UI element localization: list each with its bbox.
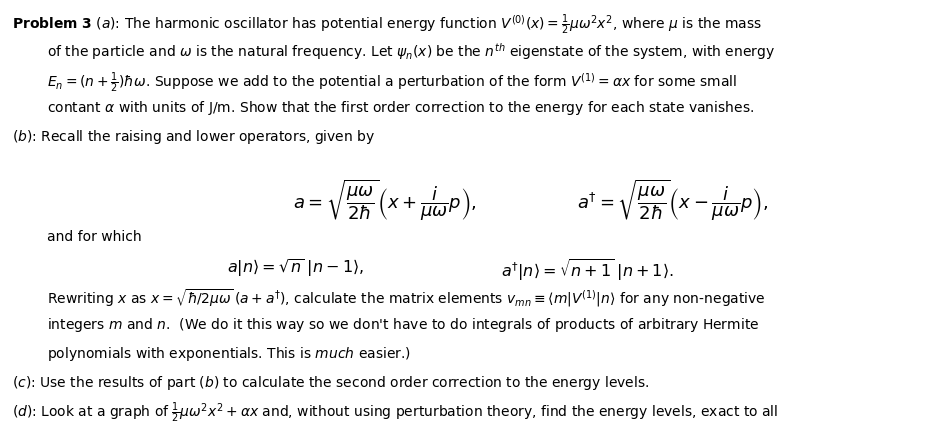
Text: integers $m$ and $n$.  (We do it this way so we don't have to do integrals of pr: integers $m$ and $n$. (We do it this way… (47, 316, 760, 334)
Text: and for which: and for which (47, 230, 142, 244)
Text: of the particle and $\omega$ is the natural frequency. Let $\psi_n(x)$ be the $n: of the particle and $\omega$ is the natu… (47, 42, 776, 62)
Text: $(d)$: Look at a graph of $\frac{1}{2}\mu\omega^2 x^2 + \alpha x$ and, without u: $(d)$: Look at a graph of $\frac{1}{2}\m… (12, 401, 779, 425)
Text: polynomials with exponentials. This is $\it{much}$ easier.): polynomials with exponentials. This is $… (47, 345, 412, 363)
Text: $a^{\dagger} = \sqrt{\dfrac{\mu\omega}{2\hbar}}\left(x - \dfrac{i}{\mu\omega}p\r: $a^{\dagger} = \sqrt{\dfrac{\mu\omega}{2… (577, 178, 768, 223)
Text: $(b)$: Recall the raising and lower operators, given by: $(b)$: Recall the raising and lower oper… (12, 128, 376, 146)
Text: $\mathbf{Problem\ 3}$ $(a)$: The harmonic oscillator has potential energy functi: $\mathbf{Problem\ 3}$ $(a)$: The harmoni… (12, 13, 762, 37)
Text: $a|n\rangle = \sqrt{n}\;|n-1\rangle,$: $a|n\rangle = \sqrt{n}\;|n-1\rangle,$ (227, 257, 364, 279)
Text: $a = \sqrt{\dfrac{\mu\omega}{2\hbar}}\left(x + \dfrac{i}{\mu\omega}p\right),$: $a = \sqrt{\dfrac{\mu\omega}{2\hbar}}\le… (293, 178, 477, 223)
Text: contant $\alpha$ with units of J/m. Show that the first order correction to the : contant $\alpha$ with units of J/m. Show… (47, 99, 755, 117)
Text: $E_n = (n+\frac{1}{2})\hbar\omega$. Suppose we add to the potential a perturbati: $E_n = (n+\frac{1}{2})\hbar\omega$. Supp… (47, 70, 738, 95)
Text: $(c)$: Use the results of part $(b)$ to calculate the second order correction to: $(c)$: Use the results of part $(b)$ to … (12, 374, 650, 392)
Text: $a^{\dagger}|n\rangle = \sqrt{n+1}\;|n+1\rangle.$: $a^{\dagger}|n\rangle = \sqrt{n+1}\;|n+1… (501, 257, 674, 283)
Text: Rewriting $x$ as $x = \sqrt{\hbar/2\mu\omega}\,(a+a^{\dagger})$, calculate the m: Rewriting $x$ as $x = \sqrt{\hbar/2\mu\o… (47, 288, 766, 309)
